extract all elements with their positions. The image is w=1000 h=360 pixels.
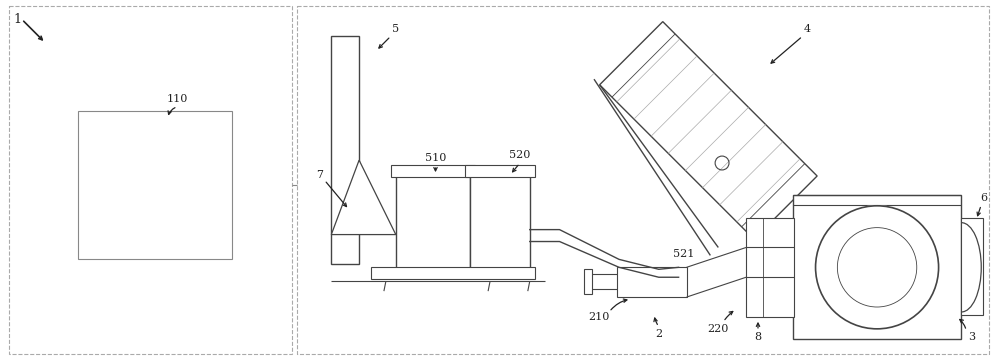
Circle shape <box>816 206 939 329</box>
FancyArrowPatch shape <box>513 165 518 172</box>
Text: 1: 1 <box>14 13 22 26</box>
Bar <box>396 175 470 269</box>
FancyArrowPatch shape <box>771 38 801 63</box>
Text: 6: 6 <box>981 193 988 203</box>
Bar <box>391 165 475 177</box>
FancyArrowPatch shape <box>434 167 437 171</box>
FancyArrowPatch shape <box>611 299 627 310</box>
Text: 2: 2 <box>655 329 662 339</box>
Bar <box>465 165 535 177</box>
Bar <box>331 36 359 264</box>
Text: 520: 520 <box>509 150 531 160</box>
Bar <box>584 269 592 294</box>
FancyArrowPatch shape <box>24 21 42 40</box>
Text: 510: 510 <box>425 153 446 163</box>
Bar <box>371 267 535 279</box>
FancyArrowPatch shape <box>168 108 175 114</box>
Text: 7: 7 <box>316 170 323 180</box>
Text: 210: 210 <box>589 312 610 322</box>
FancyArrowPatch shape <box>977 207 980 216</box>
Text: 110: 110 <box>167 94 188 104</box>
Bar <box>470 175 530 269</box>
Bar <box>9 6 292 354</box>
Bar <box>793 195 961 339</box>
FancyArrowPatch shape <box>756 323 760 328</box>
Polygon shape <box>600 22 817 239</box>
Text: 8: 8 <box>754 332 762 342</box>
Polygon shape <box>331 160 396 235</box>
FancyArrowPatch shape <box>654 318 657 324</box>
Text: 4: 4 <box>804 24 811 34</box>
Bar <box>961 218 983 315</box>
Text: 3: 3 <box>968 332 975 342</box>
Text: 521: 521 <box>673 249 694 260</box>
FancyArrowPatch shape <box>379 38 389 48</box>
Bar <box>297 6 989 354</box>
Bar <box>617 267 687 297</box>
FancyArrowPatch shape <box>326 182 346 207</box>
Text: 220: 220 <box>708 324 729 334</box>
Bar <box>746 218 794 317</box>
FancyArrowPatch shape <box>725 311 733 320</box>
Bar <box>78 111 232 260</box>
Text: 5: 5 <box>392 24 399 34</box>
FancyArrowPatch shape <box>960 319 966 328</box>
